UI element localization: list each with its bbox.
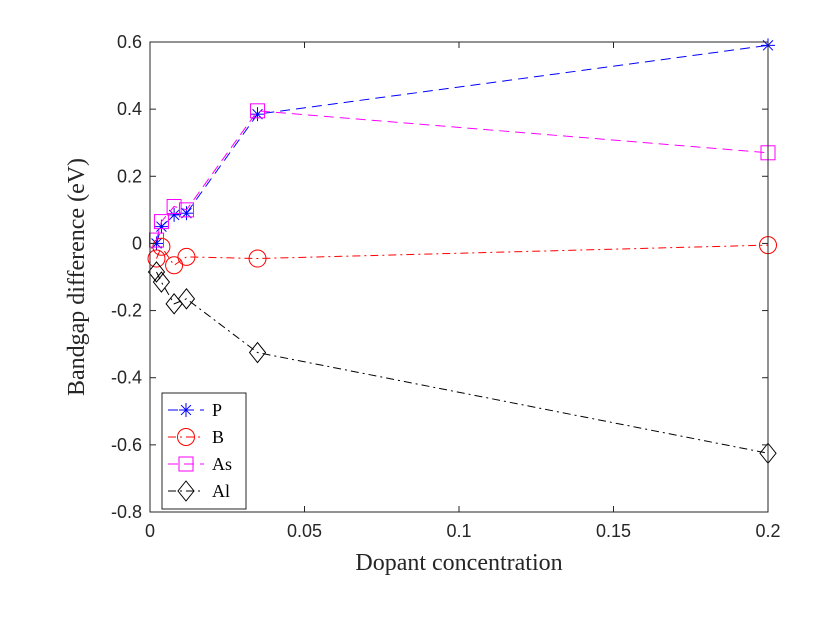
legend-marker-al: [177, 480, 195, 502]
data-point-as: [250, 103, 266, 119]
data-point-as: [153, 214, 169, 230]
data-point-b: [177, 247, 196, 266]
data-point-as: [166, 199, 182, 214]
legend-label-as: As: [212, 454, 232, 474]
y-tick-label: -0.2: [111, 301, 142, 321]
ticks-layer: 0 0.05 0.1 0.15 0.2 0.6 0.4 0.2 0 -0.2 -0.4 -0.6 -0.…: [111, 32, 781, 541]
y-tick-label: -0.6: [111, 435, 142, 455]
series-line-b: [156, 244, 769, 266]
data-point-al: [152, 271, 171, 293]
y-axis-label: Bandgap difference (eV): [64, 158, 90, 396]
x-tick-label: 0: [145, 521, 155, 541]
y-tick-label: -0.4: [111, 368, 142, 388]
legend-marker-p: [179, 403, 193, 417]
legend-label-al: Al: [212, 481, 230, 501]
x-tick-label: 0.2: [755, 521, 780, 541]
data-point-al: [177, 288, 196, 310]
data-point-b: [147, 249, 166, 268]
data-point-as: [178, 202, 194, 218]
x-tick-label: 0.1: [446, 521, 471, 541]
data-point-al: [248, 341, 267, 364]
y-tick-label: -0.8: [111, 502, 142, 522]
legend-marker-b: [177, 428, 195, 446]
x-tick-label: 0.05: [287, 521, 322, 541]
data-point-b: [165, 256, 184, 275]
legend-label-b: B: [212, 427, 224, 447]
y-tick-label: 0.4: [117, 99, 142, 119]
series-line-p: [156, 44, 769, 244]
legend-box: [161, 392, 247, 510]
legend-label-p: P: [212, 400, 222, 420]
data-point-b: [248, 249, 267, 268]
data-point-p: [250, 107, 265, 122]
x-tick-label: 0.15: [596, 521, 631, 541]
x-axis-label: Dopant concentration: [355, 550, 562, 576]
legend: PB As Al: [161, 392, 247, 510]
series-layer: [147, 38, 777, 465]
legend-marker-as: [178, 456, 194, 472]
series-line-as: [156, 110, 769, 241]
data-point-p: [154, 219, 169, 234]
data-point-as: [148, 232, 164, 248]
y-tick-label: 0.6: [117, 32, 142, 52]
data-point-al: [147, 261, 166, 283]
y-tick-label: 0.2: [117, 166, 142, 186]
data-point-p: [167, 207, 182, 222]
y-tick-label: 0: [132, 233, 142, 253]
